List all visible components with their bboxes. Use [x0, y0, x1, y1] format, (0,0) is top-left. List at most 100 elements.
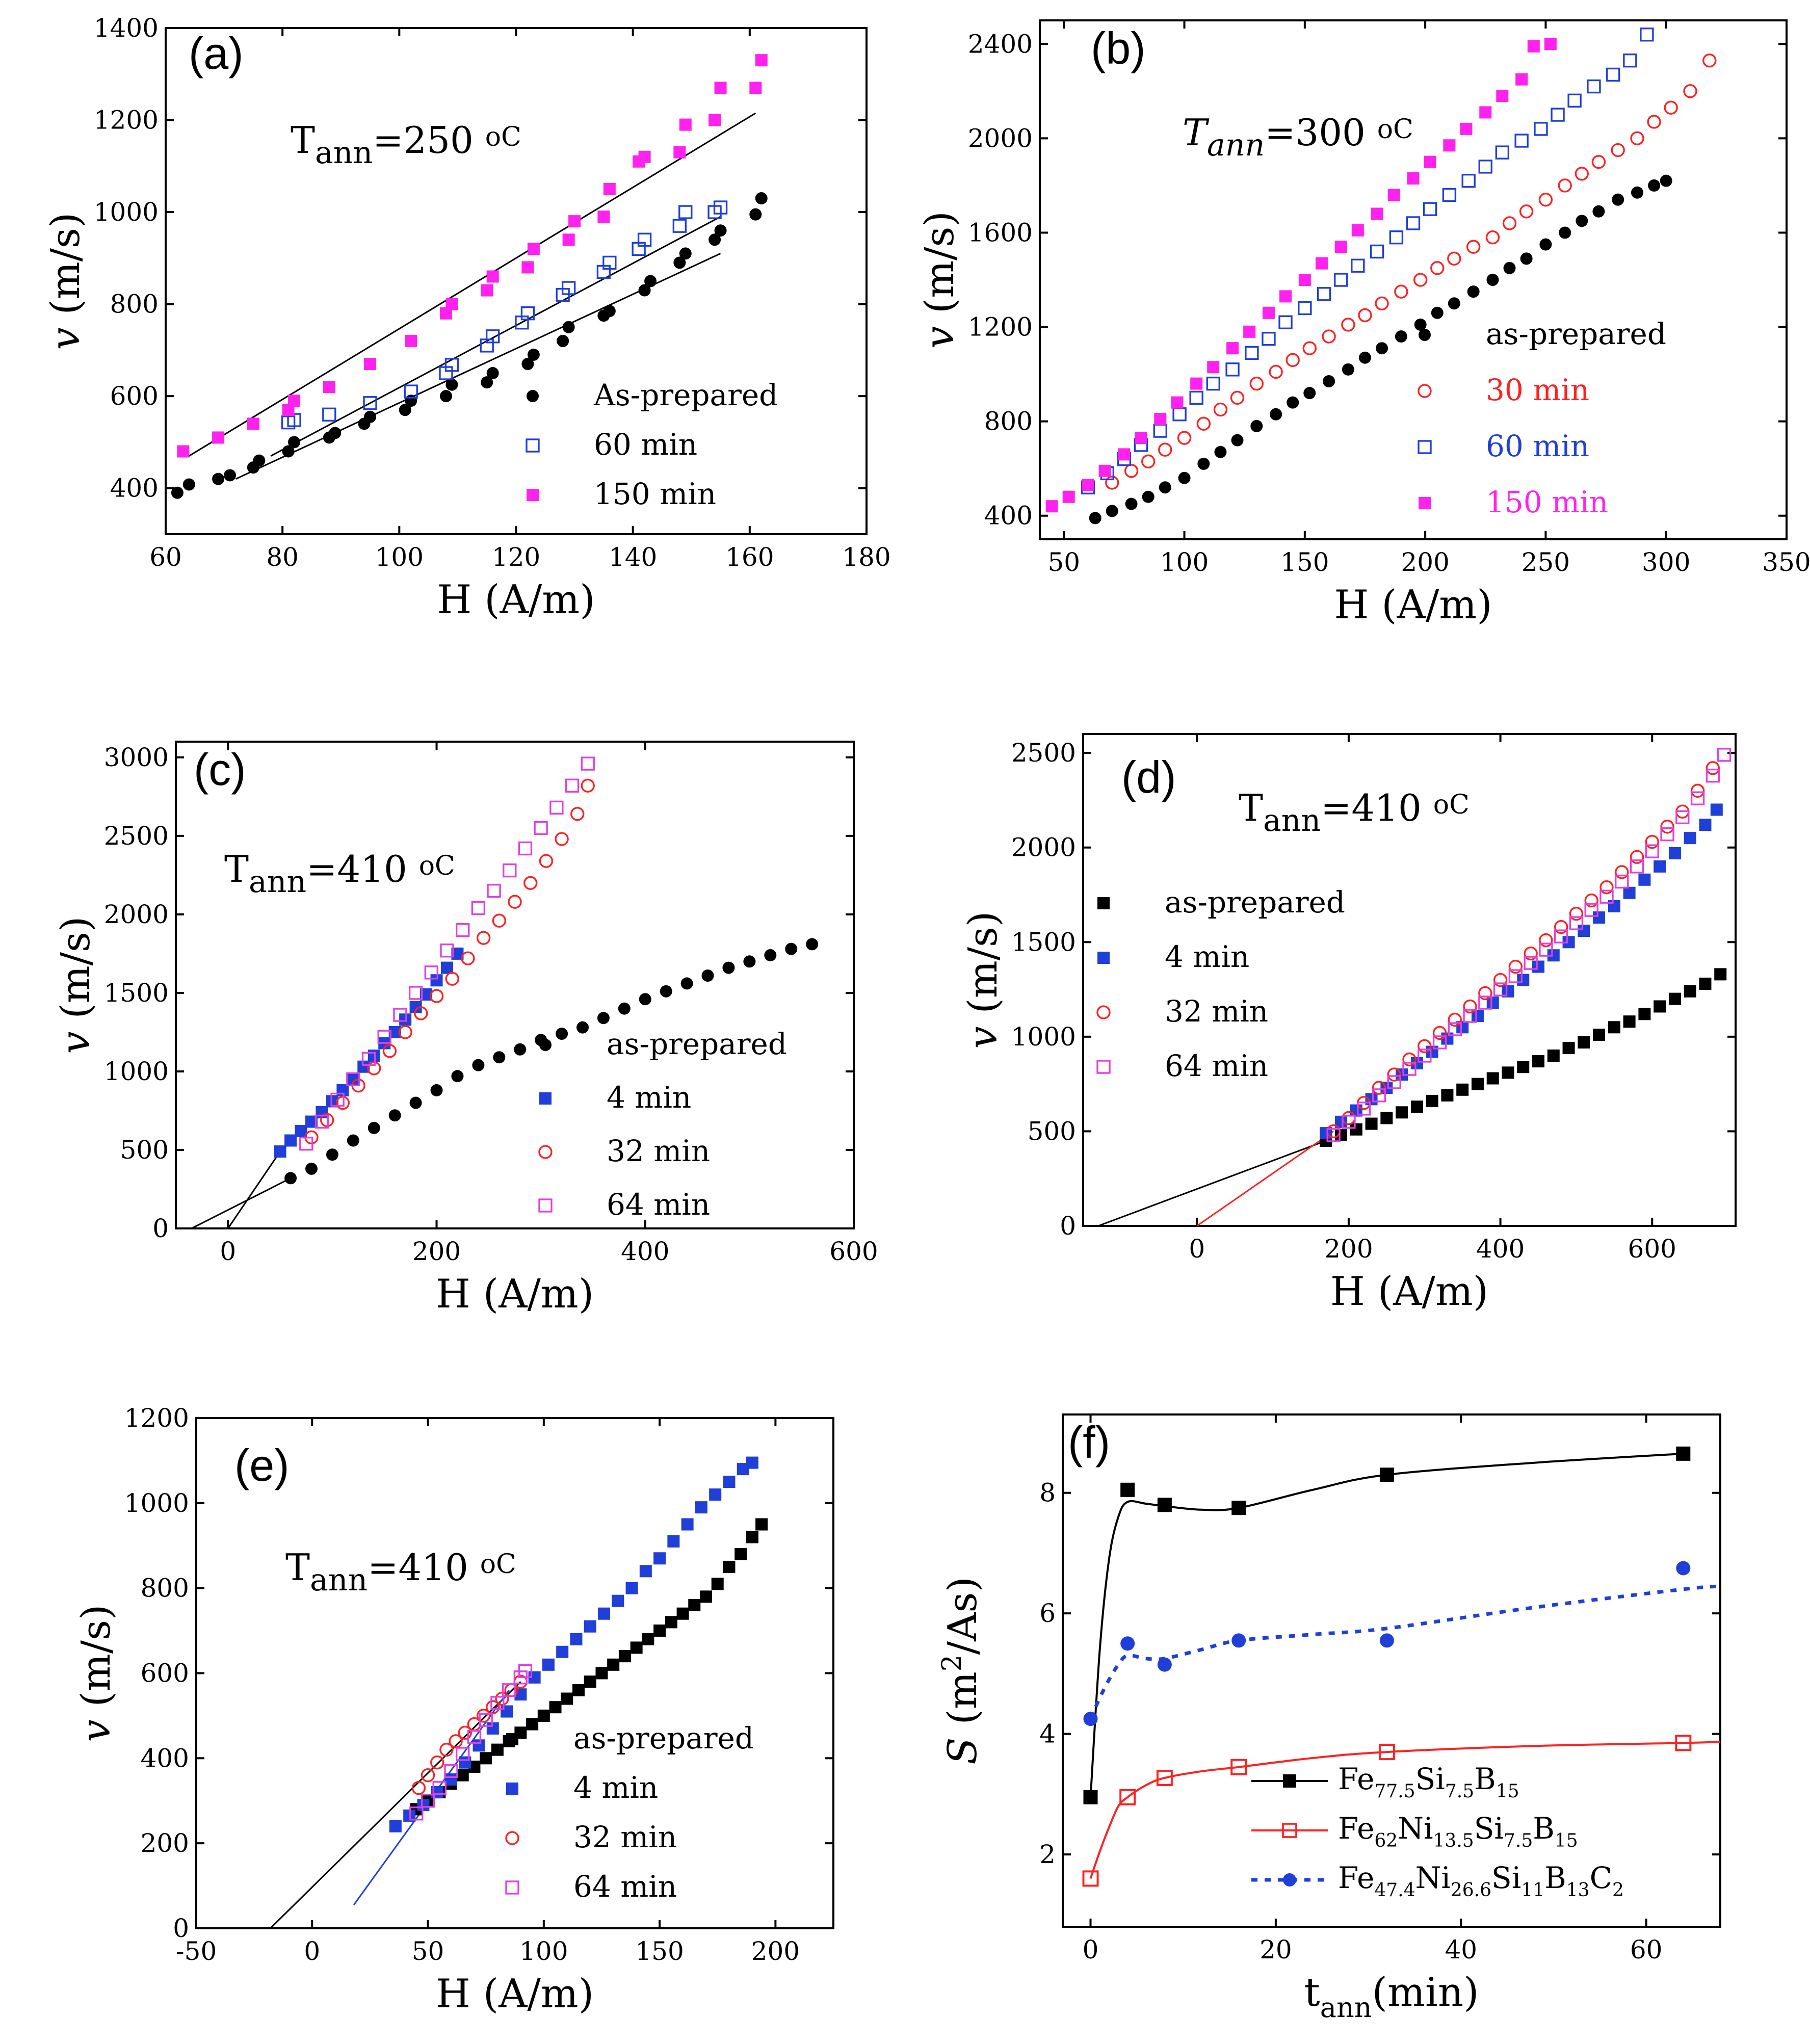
data-point [364, 357, 377, 370]
data-point [1684, 832, 1696, 845]
data-point [1270, 408, 1282, 421]
data-point [568, 215, 581, 228]
data-point [274, 1145, 286, 1158]
y-tick-label: 0 [173, 1914, 189, 1943]
data-point [1387, 1067, 1401, 1082]
data-point [1508, 959, 1523, 974]
data-point [1378, 1744, 1395, 1761]
legend: Fe77.5Si7.5B15 Fe62Ni13.5Si7.5B15 Fe47.4Ni… [1251, 1762, 1624, 1901]
fit-line [191, 1177, 291, 1228]
data-point [527, 243, 540, 255]
y-tick-label: 400 [141, 1743, 189, 1773]
data-point [1334, 241, 1347, 253]
series-30-min [1105, 53, 1717, 490]
y-tick-label: 1200 [94, 106, 159, 135]
data-point [570, 1633, 583, 1645]
plot-area [270, 1456, 768, 1928]
data-point [638, 150, 651, 163]
data-point [1278, 315, 1293, 329]
data-point [1623, 53, 1637, 68]
data-point [556, 1645, 569, 1658]
data-point [1279, 290, 1292, 303]
data-point [618, 1650, 631, 1663]
legend-label: Fe62Ni13.5Si7.5B15 [1338, 1811, 1578, 1851]
data-point [493, 1051, 506, 1064]
data-point [1230, 1759, 1247, 1775]
data-point [630, 1641, 643, 1654]
data-point [1379, 1633, 1394, 1648]
data-point [1406, 216, 1421, 230]
legend-marker [1097, 897, 1110, 909]
data-point [382, 1044, 397, 1058]
y-tick-label: 6 [1039, 1598, 1056, 1628]
data-point [1514, 134, 1529, 148]
data-point [479, 1713, 493, 1727]
data-point [521, 357, 534, 370]
data-point [1142, 490, 1155, 503]
data-point [320, 1113, 334, 1128]
data-point [723, 1476, 736, 1488]
data-point [1551, 108, 1565, 122]
data-point [1214, 446, 1227, 458]
data-point [523, 876, 538, 890]
data-point [1414, 318, 1427, 331]
data-point [1638, 1008, 1651, 1020]
legend-marker [1283, 1873, 1296, 1886]
data-point [1323, 375, 1335, 387]
data-point [330, 1092, 345, 1107]
y-tick-label: 1200 [968, 312, 1033, 342]
data-point [1365, 1117, 1378, 1130]
plot-frame [165, 27, 868, 535]
x-tick-label: 80 [266, 542, 299, 572]
data-point [595, 1667, 608, 1680]
data-point [1517, 1061, 1530, 1073]
data-point [520, 306, 535, 321]
data-point [1380, 1112, 1393, 1124]
data-point [481, 284, 493, 297]
y-tick-label: 2 [1039, 1840, 1056, 1869]
data-point [597, 211, 610, 223]
data-point [1298, 274, 1311, 286]
series-64-min [299, 756, 595, 1151]
data-point [1567, 93, 1582, 108]
data-point [1608, 900, 1620, 912]
data-point [1578, 1036, 1590, 1049]
data-point [1269, 364, 1283, 379]
legend-label: as-prepared [607, 1027, 787, 1061]
data-point [653, 1552, 666, 1565]
y-tick-label: 400 [984, 501, 1033, 531]
plot-frame [1062, 1413, 1721, 1928]
data-point [1471, 1078, 1484, 1090]
x-tick-label: 350 [1762, 547, 1810, 577]
data-point [1664, 100, 1678, 115]
data-point [441, 961, 453, 974]
data-point [1213, 402, 1228, 417]
data-point [502, 1683, 516, 1697]
data-point [701, 969, 714, 982]
data-point [486, 270, 499, 283]
legend: As-prepared 60 min 150 min [526, 378, 778, 511]
data-point [639, 993, 651, 1006]
data-point [1448, 1012, 1462, 1027]
data-point [1599, 880, 1614, 895]
y-tick-label: 8 [1039, 1478, 1056, 1508]
y-tick-label: 1200 [124, 1403, 189, 1433]
data-point [709, 114, 721, 126]
data-point [481, 376, 493, 389]
data-point [476, 931, 491, 945]
data-point [603, 182, 616, 195]
data-point [1532, 960, 1545, 973]
data-point [1608, 1021, 1620, 1034]
data-point [445, 378, 458, 391]
annealing-temperature-label: Tann=410 oC [1239, 787, 1470, 838]
legend-marker [1282, 1823, 1297, 1838]
legend: as-prepared 4 min 32 min 64 min [1096, 885, 1345, 1083]
data-point [678, 205, 693, 219]
data-point [755, 192, 768, 205]
data-point [1432, 1026, 1447, 1040]
data-point [1396, 1106, 1408, 1119]
data-point [1599, 889, 1614, 904]
legend-label: 64 min [573, 1869, 677, 1904]
